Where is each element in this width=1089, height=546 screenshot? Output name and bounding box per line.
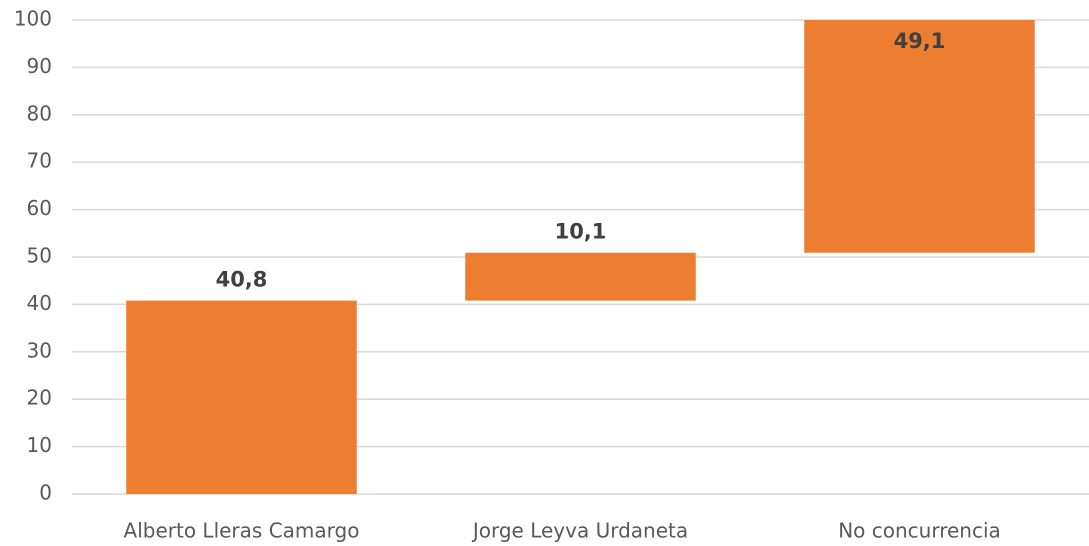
- y-tick-label: 0: [39, 481, 52, 505]
- y-tick-label: 40: [27, 291, 52, 315]
- bar: [465, 252, 696, 301]
- x-tick-label: No concurrencia: [838, 519, 1001, 543]
- y-tick-label: 90: [27, 54, 52, 78]
- y-tick-label: 20: [27, 386, 52, 410]
- x-tick-label: Jorge Leyva Urdaneta: [471, 519, 688, 543]
- y-tick-label: 80: [27, 101, 52, 125]
- y-tick-label: 70: [27, 149, 52, 173]
- y-tick-label: 50: [27, 244, 52, 268]
- bar: [126, 300, 357, 494]
- value-label: 49,1: [894, 29, 946, 53]
- y-tick-label: 60: [27, 196, 52, 220]
- y-tick-label: 100: [14, 7, 52, 31]
- value-label: 10,1: [555, 220, 607, 244]
- bar: [804, 20, 1035, 253]
- x-tick-label: Alberto Lleras Camargo: [124, 519, 360, 543]
- y-tick-label: 30: [27, 338, 52, 362]
- y-tick-label: 10: [27, 433, 52, 457]
- value-label: 40,8: [216, 268, 268, 292]
